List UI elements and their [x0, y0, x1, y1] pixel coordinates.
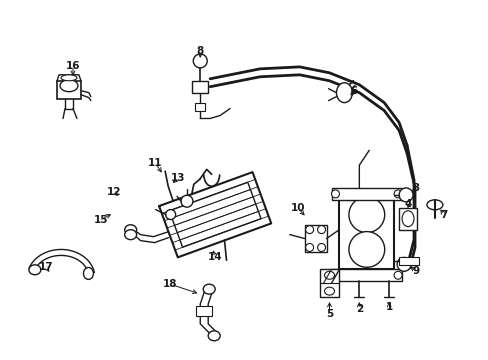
Text: 12: 12	[106, 187, 121, 197]
Text: 7: 7	[439, 210, 447, 220]
Bar	[57, 81, 81, 99]
Ellipse shape	[208, 331, 220, 341]
Text: 3: 3	[411, 183, 419, 193]
Bar	[331, 269, 401, 281]
Text: 15: 15	[93, 215, 108, 225]
Bar	[331, 188, 401, 200]
Text: 16: 16	[65, 61, 80, 71]
Text: 8: 8	[196, 46, 203, 56]
Ellipse shape	[324, 287, 334, 295]
Ellipse shape	[324, 271, 334, 279]
Ellipse shape	[165, 210, 175, 220]
Ellipse shape	[124, 230, 136, 240]
Bar	[398, 208, 416, 230]
Text: 1: 1	[385, 302, 392, 312]
Text: 14: 14	[207, 252, 222, 262]
Ellipse shape	[305, 226, 313, 234]
Text: 5: 5	[325, 309, 332, 319]
Text: 10: 10	[290, 203, 305, 213]
Bar	[196, 306, 212, 316]
Ellipse shape	[398, 188, 412, 202]
Ellipse shape	[348, 197, 384, 233]
Ellipse shape	[60, 80, 78, 92]
Ellipse shape	[305, 243, 313, 251]
Ellipse shape	[83, 267, 93, 279]
Ellipse shape	[336, 83, 352, 103]
Text: 13: 13	[171, 173, 185, 183]
Ellipse shape	[401, 211, 413, 227]
Text: 2: 2	[355, 304, 362, 314]
Ellipse shape	[61, 75, 77, 81]
Text: 11: 11	[148, 158, 163, 168]
Text: 18: 18	[163, 279, 177, 289]
Ellipse shape	[124, 225, 136, 235]
Ellipse shape	[29, 265, 41, 275]
Ellipse shape	[331, 190, 339, 198]
Ellipse shape	[331, 271, 339, 279]
Text: 17: 17	[39, 262, 53, 272]
Ellipse shape	[393, 190, 401, 198]
Ellipse shape	[193, 54, 207, 68]
Ellipse shape	[393, 271, 401, 279]
Ellipse shape	[348, 231, 384, 267]
Bar	[319, 269, 339, 297]
Ellipse shape	[203, 284, 215, 294]
Text: 4: 4	[404, 199, 411, 209]
Bar	[398, 257, 418, 265]
Ellipse shape	[317, 243, 325, 251]
Text: 6: 6	[350, 86, 357, 96]
Ellipse shape	[181, 195, 193, 207]
Bar	[195, 103, 205, 111]
Bar	[192, 81, 208, 93]
Ellipse shape	[396, 257, 410, 271]
Ellipse shape	[317, 226, 325, 234]
Ellipse shape	[426, 200, 442, 210]
Bar	[339, 200, 393, 269]
Bar	[304, 225, 326, 252]
Text: 9: 9	[411, 266, 419, 276]
